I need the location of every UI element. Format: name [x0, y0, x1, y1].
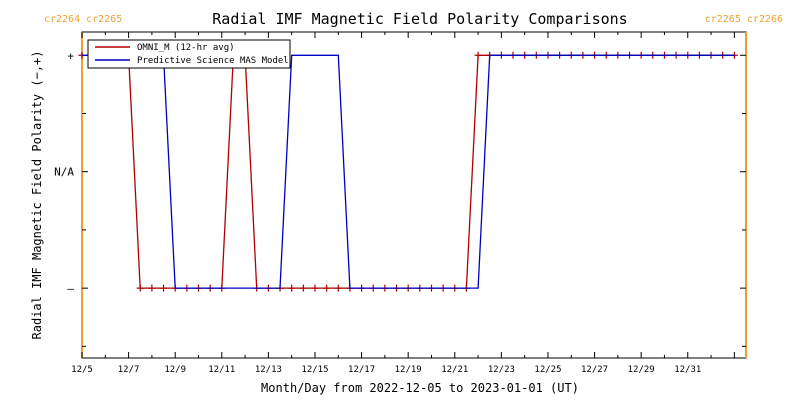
data-point [148, 284, 156, 292]
x-tick-label: 12/13 [255, 365, 282, 375]
chart-title: Radial IMF Magnetic Field Polarity Compa… [212, 10, 627, 28]
y-tick-label: N/A [54, 166, 74, 179]
x-tick-label: 12/27 [581, 365, 608, 375]
plot-frame [81, 31, 747, 359]
series-line-0 [82, 54, 735, 289]
series-line-1 [82, 54, 735, 289]
data-point [323, 284, 331, 292]
x-tick-label: 12/31 [674, 365, 701, 375]
legend-label-mas: Predictive Science MAS Model [137, 56, 289, 66]
x-tick-label: 12/7 [118, 365, 140, 375]
carrington-marker-label: cr2264 cr2265 [44, 14, 122, 25]
y-axis-label: Radial IMF Magnetic Field Polarity (−,+) [30, 51, 44, 340]
data-point [311, 284, 319, 292]
data-point [160, 284, 168, 292]
data-point [288, 284, 296, 292]
data-point [334, 284, 342, 292]
x-axis-label: Month/Day from 2022-12-05 to 2023-01-01 … [261, 381, 579, 395]
x-tick-label: 12/15 [301, 365, 328, 375]
series-layer [78, 51, 738, 292]
y-tick-label: – [67, 282, 74, 295]
legend: OMNI_M (12-hr avg) Predictive Science MA… [87, 39, 291, 69]
y-tick-label: + [67, 49, 74, 62]
x-axis: 12/5 12/7 12/9 12/11 12/13 12/15 12/17 12/19 12/… [71, 32, 735, 375]
y-axis: + N/A – [54, 49, 746, 347]
carrington-marker-label: cr2265 cr2266 [705, 14, 783, 25]
x-tick-label: 12/11 [208, 365, 235, 375]
x-tick-label: 12/25 [534, 365, 561, 375]
x-tick-label: 12/17 [348, 365, 375, 375]
legend-box [87, 39, 291, 69]
x-tick-label: 12/21 [441, 365, 468, 375]
x-tick-label: 12/23 [488, 365, 515, 375]
x-tick-label: 12/9 [164, 365, 186, 375]
x-tick-label: 12/5 [71, 365, 93, 375]
legend-label-omni: OMNI_M (12-hr avg) [137, 43, 235, 53]
x-tick-label: 12/19 [395, 365, 422, 375]
data-point [299, 284, 307, 292]
data-point [136, 284, 144, 292]
carrington-markers: cr2264 cr2265 cr2265 cr2266 [44, 14, 783, 358]
x-tick-label: 12/29 [628, 365, 655, 375]
data-point [474, 51, 482, 59]
